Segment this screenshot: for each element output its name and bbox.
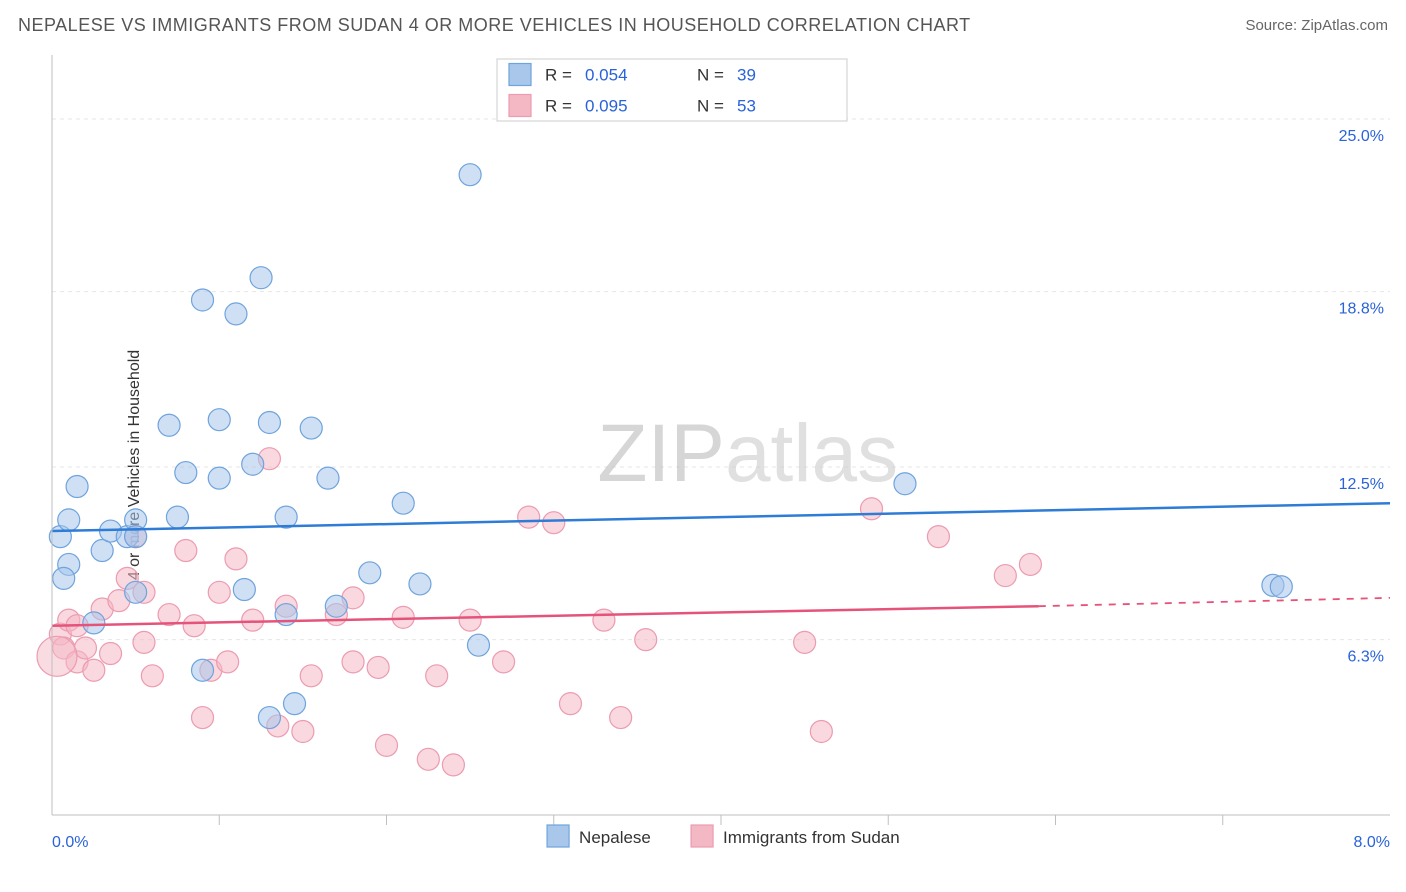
data-point bbox=[183, 615, 205, 637]
data-point bbox=[217, 651, 239, 673]
legend-label: Immigrants from Sudan bbox=[723, 828, 900, 847]
legend-r-label: R = bbox=[545, 97, 572, 116]
legend-n-label: N = bbox=[697, 66, 724, 85]
data-point bbox=[927, 526, 949, 548]
data-point bbox=[74, 637, 96, 659]
data-point bbox=[225, 303, 247, 325]
data-point bbox=[493, 651, 515, 673]
chart-container: 4 or more Vehicles in Household 6.3%12.5… bbox=[30, 45, 1390, 885]
data-point bbox=[83, 659, 105, 681]
data-point bbox=[175, 540, 197, 562]
data-point bbox=[1270, 576, 1292, 598]
legend-r-value: 0.095 bbox=[585, 97, 628, 116]
data-point bbox=[894, 473, 916, 495]
legend-n-label: N = bbox=[697, 97, 724, 116]
data-point bbox=[141, 665, 163, 687]
data-point bbox=[192, 659, 214, 681]
data-point bbox=[83, 612, 105, 634]
trend-line-a bbox=[52, 503, 1390, 531]
data-point bbox=[861, 498, 883, 520]
data-point bbox=[810, 720, 832, 742]
data-point bbox=[994, 565, 1016, 587]
legend-r-value: 0.054 bbox=[585, 66, 628, 85]
data-point bbox=[192, 289, 214, 311]
y-tick-label: 6.3% bbox=[1348, 649, 1384, 666]
data-point bbox=[392, 606, 414, 628]
data-point bbox=[409, 573, 431, 595]
data-point bbox=[133, 631, 155, 653]
data-point bbox=[125, 581, 147, 603]
watermark: ZIPatlas bbox=[597, 408, 898, 499]
legend-swatch bbox=[691, 825, 713, 847]
data-point bbox=[376, 734, 398, 756]
data-point bbox=[459, 609, 481, 631]
legend-n-value: 39 bbox=[737, 66, 756, 85]
data-point bbox=[794, 631, 816, 653]
data-point bbox=[518, 506, 540, 528]
legend-r-label: R = bbox=[545, 66, 572, 85]
y-tick-label: 18.8% bbox=[1339, 301, 1384, 318]
data-point bbox=[367, 656, 389, 678]
data-point bbox=[442, 754, 464, 776]
header: NEPALESE VS IMMIGRANTS FROM SUDAN 4 OR M… bbox=[18, 10, 1388, 40]
data-point bbox=[635, 629, 657, 651]
data-point bbox=[100, 643, 122, 665]
data-point bbox=[208, 467, 230, 489]
data-point bbox=[258, 707, 280, 729]
data-point bbox=[359, 562, 381, 584]
data-point bbox=[242, 453, 264, 475]
y-tick-label: 25.0% bbox=[1339, 128, 1384, 145]
data-point bbox=[459, 164, 481, 186]
data-point bbox=[559, 693, 581, 715]
source-label: Source: ZipAtlas.com bbox=[1245, 17, 1388, 34]
scatter-chart: 6.3% 12.5% 18.8% 25.0% ZIPatlas 0.0% 8.0% R = 0.… bbox=[52, 45, 1390, 885]
legend-label: Nepalese bbox=[579, 828, 651, 847]
data-point bbox=[342, 651, 364, 673]
data-point bbox=[426, 665, 448, 687]
legend-swatch bbox=[509, 64, 531, 86]
data-point bbox=[593, 609, 615, 631]
data-point bbox=[467, 634, 489, 656]
data-point bbox=[91, 540, 113, 562]
data-point bbox=[208, 581, 230, 603]
data-point bbox=[37, 636, 77, 676]
data-point bbox=[300, 665, 322, 687]
data-point bbox=[317, 467, 339, 489]
data-point bbox=[1019, 553, 1041, 575]
data-point bbox=[192, 707, 214, 729]
y-tick-label: 12.5% bbox=[1339, 476, 1384, 493]
data-point bbox=[543, 512, 565, 534]
data-point bbox=[242, 609, 264, 631]
data-point bbox=[166, 506, 188, 528]
data-point bbox=[417, 748, 439, 770]
data-point bbox=[392, 492, 414, 514]
data-point bbox=[610, 707, 632, 729]
data-point bbox=[292, 720, 314, 742]
data-point bbox=[258, 411, 280, 433]
x-tick-label: 8.0% bbox=[1354, 834, 1390, 851]
data-point bbox=[175, 462, 197, 484]
x-tick-label: 0.0% bbox=[52, 834, 88, 851]
trend-line-b-dash bbox=[1039, 598, 1390, 606]
legend-swatch bbox=[509, 95, 531, 117]
data-point bbox=[208, 409, 230, 431]
data-point bbox=[300, 417, 322, 439]
data-point bbox=[233, 579, 255, 601]
data-point bbox=[250, 267, 272, 289]
chart-title: NEPALESE VS IMMIGRANTS FROM SUDAN 4 OR M… bbox=[18, 15, 971, 36]
legend-swatch bbox=[547, 825, 569, 847]
data-point bbox=[58, 509, 80, 531]
legend-n-value: 53 bbox=[737, 97, 756, 116]
data-point bbox=[284, 693, 306, 715]
data-point bbox=[325, 595, 347, 617]
data-point bbox=[53, 567, 75, 589]
data-point bbox=[158, 414, 180, 436]
data-point bbox=[225, 548, 247, 570]
data-point bbox=[66, 476, 88, 498]
